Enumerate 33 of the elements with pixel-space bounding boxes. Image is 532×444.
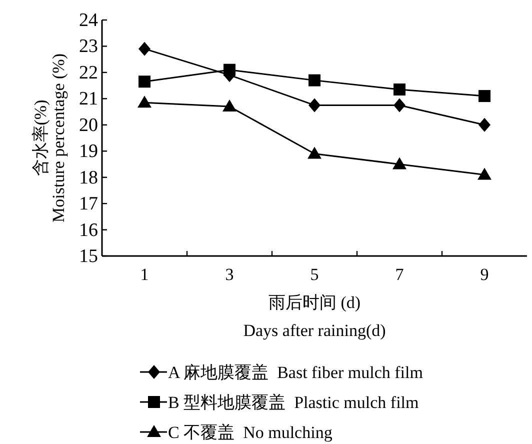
y-axis-title: 含水率(%) Moisture percentage (%): [31, 54, 68, 222]
point: [308, 74, 320, 86]
legend-label: C 不覆盖 No mulching: [168, 423, 333, 442]
x-tick-label: 7: [395, 265, 404, 284]
point: [222, 100, 236, 112]
x-axis-title: 雨后时间 (d) Days after raining(d): [243, 293, 386, 340]
point: [394, 98, 406, 112]
point: [138, 96, 152, 108]
x-tick-label: 5: [310, 265, 319, 284]
point: [394, 83, 406, 96]
point: [138, 76, 150, 88]
y-tick-label: 21: [79, 88, 98, 110]
x-tick-label: 9: [480, 265, 489, 284]
point: [308, 98, 320, 112]
y-tick-label: 15: [79, 246, 98, 267]
legend-label: A 麻地膜覆盖 Bast fiber mulch film: [168, 363, 423, 382]
point: [478, 90, 490, 102]
y-tick-label: 19: [79, 141, 98, 162]
y-tick-label: 17: [79, 194, 98, 215]
point: [392, 157, 406, 170]
point: [478, 118, 490, 132]
legend-label: B 型料地膜覆盖 Plastic mulch film: [168, 393, 419, 412]
point: [138, 42, 150, 56]
point: [478, 168, 492, 180]
y-tick-label: 18: [79, 167, 98, 188]
y-tick-label: 16: [79, 220, 98, 241]
point: [308, 146, 322, 159]
y-tick-label: 20: [79, 114, 98, 136]
x-tick-label: 1: [140, 265, 149, 284]
y-tick-label: 23: [79, 36, 98, 58]
y-tick-label: 22: [79, 62, 98, 84]
y-tick-label: 24: [79, 10, 98, 31]
x-tick-label: 3: [225, 265, 234, 284]
